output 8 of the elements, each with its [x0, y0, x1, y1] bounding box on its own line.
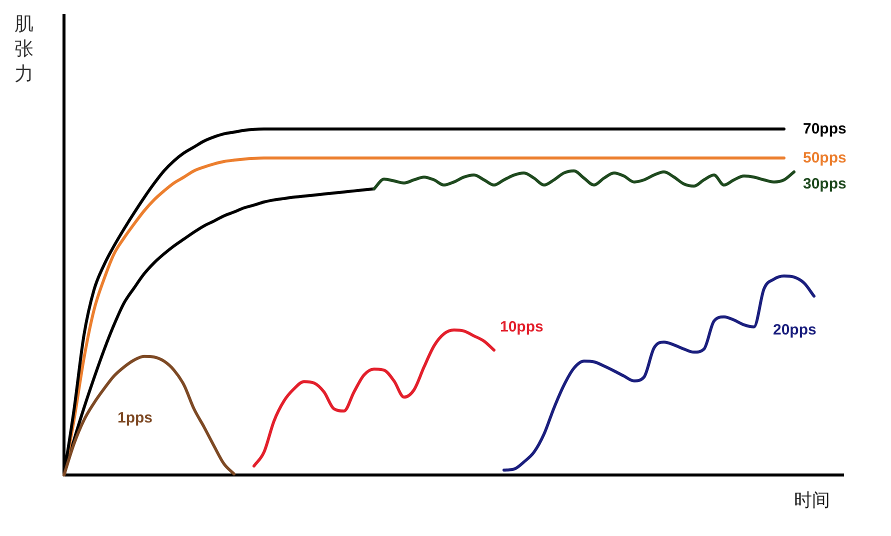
series-label: 70pps — [803, 120, 846, 138]
x-axis-title: 时间 — [794, 490, 830, 511]
series-label: 50pps — [803, 150, 846, 167]
y-axis-title: 肌张力 — [14, 13, 34, 85]
series-label: 10pps — [500, 318, 544, 336]
series-label: 20pps — [773, 322, 816, 339]
series-label: 1pps — [117, 409, 153, 426]
series-label: 30pps — [803, 175, 846, 192]
